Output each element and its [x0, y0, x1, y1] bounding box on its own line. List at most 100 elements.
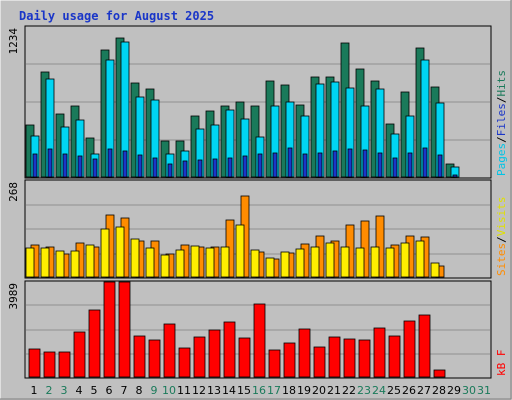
bar-kbytes-kb-f: [343, 338, 356, 378]
bar-visits_sites-visits: [55, 250, 65, 278]
bar-kbytes-kb-f: [403, 320, 416, 378]
legend-part: /: [495, 136, 508, 143]
bar-hits_files_pages-pages: [362, 149, 368, 178]
bar-visits_sites-visits: [370, 246, 380, 278]
series-sites: [30, 195, 445, 278]
bar-kbytes-kb-f: [178, 347, 191, 378]
bar-visits_sites-visits: [340, 246, 350, 278]
bar-hits_files_pages-pages: [257, 153, 263, 178]
bar-kbytes-kb-f: [313, 346, 326, 378]
bar-visits_sites-visits: [40, 247, 50, 278]
day-label: 5: [91, 384, 98, 397]
bar-hits_files_pages-pages: [182, 160, 188, 178]
series-hits: [25, 37, 455, 178]
legend-part: Hits: [495, 70, 508, 97]
legend-part: F: [495, 350, 508, 363]
bar-visits_sites-visits: [355, 247, 365, 278]
bar-hits_files_pages-pages: [32, 153, 38, 178]
bar-kbytes-kb-f: [208, 329, 221, 378]
day-label: 7: [121, 384, 128, 397]
day-label: 2: [46, 384, 53, 397]
bar-kbytes-kb-f: [388, 335, 401, 378]
day-label: 28: [432, 384, 446, 397]
bar-visits_sites-visits: [175, 249, 185, 278]
bar-hits_files_pages-pages: [107, 148, 113, 178]
series-kb-f: [28, 281, 446, 378]
bar-kbytes-kb-f: [433, 369, 446, 378]
bar-hits_files_pages-pages: [47, 148, 53, 178]
day-label: 1: [31, 384, 38, 397]
bar-visits_sites-visits: [145, 247, 155, 278]
day-label: 18: [282, 384, 296, 397]
legend-part: Sites: [495, 243, 508, 276]
day-labels: 1 2 3 4 5 6 7 8 9 10 11 12 13 14 15 16 17 18 19 20 21 22 23 24 2…: [31, 384, 492, 397]
bar-visits_sites-visits: [415, 240, 425, 278]
bar-visits_sites-visits: [235, 224, 245, 278]
bar-hits_files_pages-pages: [152, 157, 158, 178]
bar-visits_sites-visits: [385, 247, 395, 278]
day-label: 9: [151, 384, 158, 397]
legend-part: Files: [495, 103, 508, 136]
day-label: 21: [327, 384, 341, 397]
bar-kbytes-kb-f: [103, 281, 116, 378]
bar-kbytes-kb-f: [418, 314, 431, 378]
day-label: 25: [387, 384, 401, 397]
day-label: 10: [162, 384, 176, 397]
bar-visits_sites-visits: [310, 246, 320, 278]
bar-visits_sites-visits: [115, 226, 125, 278]
bar-kbytes-kb-f: [118, 281, 131, 378]
bar-hits_files_pages-pages: [197, 159, 203, 178]
series-visits: [25, 224, 440, 278]
day-label: 13: [207, 384, 221, 397]
bar-kbytes-kb-f: [28, 348, 41, 378]
day-label: 14: [222, 384, 236, 397]
bar-visits_sites-visits: [100, 228, 110, 278]
bar-visits_sites-visits: [430, 262, 440, 278]
bar-hits_files_pages-pages: [302, 153, 308, 178]
bar-kbytes-kb-f: [373, 327, 386, 378]
legend-part: /: [495, 97, 508, 104]
bar-hits_files_pages-pages: [62, 153, 68, 178]
bar-hits_files_pages-pages: [437, 154, 443, 178]
bar-kbytes-kb-f: [73, 331, 86, 378]
day-label: 11: [177, 384, 191, 397]
y-max-label-hits_files_pages: 1234: [7, 28, 20, 55]
bar-visits_sites-visits: [160, 254, 170, 278]
bar-hits_files_pages-pages: [287, 147, 293, 178]
bar-hits_files_pages-pages: [272, 152, 278, 178]
y-max-label-kbytes: 3989: [7, 283, 20, 310]
bar-kbytes-kb-f: [238, 337, 251, 378]
bar-visits_sites-visits: [265, 257, 275, 278]
legend-part: Visits: [495, 197, 508, 237]
day-label: 26: [402, 384, 416, 397]
day-label: 31: [477, 384, 491, 397]
series-legend-visits_sites: Sites/Visits: [495, 197, 508, 277]
day-label: 16: [252, 384, 266, 397]
bar-kbytes-kb-f: [163, 323, 176, 378]
day-label: 27: [417, 384, 431, 397]
panel-kbytes: 3989 kB F: [7, 280, 508, 379]
day-label: 24: [372, 384, 386, 397]
bar-visits_sites-visits: [25, 247, 35, 278]
bar-hits_files_pages-pages: [452, 174, 458, 178]
bar-hits_files_pages-pages: [227, 157, 233, 178]
bar-kbytes-kb-f: [268, 349, 281, 378]
bar-visits_sites-visits: [250, 249, 260, 278]
bar-hits_files_pages-pages: [137, 154, 143, 178]
day-label: 22: [342, 384, 356, 397]
bar-kbytes-kb-f: [283, 342, 296, 378]
bar-hits_files_pages-pages: [122, 150, 128, 178]
bar-visits_sites-visits: [70, 250, 80, 278]
day-label: 12: [192, 384, 206, 397]
bar-kbytes-kb-f: [148, 339, 161, 378]
bar-hits_files_pages-pages: [347, 148, 353, 178]
bar-hits_files_pages-pages: [92, 158, 98, 178]
day-label: 19: [297, 384, 311, 397]
bar-kbytes-kb-f: [223, 321, 236, 378]
series-legend-kbytes: kB F: [495, 350, 508, 377]
bar-kbytes-kb-f: [58, 351, 71, 378]
bar-visits_sites-visits: [205, 247, 215, 278]
bar-visits_sites-sites: [375, 215, 385, 278]
bar-kbytes-kb-f: [88, 309, 101, 378]
